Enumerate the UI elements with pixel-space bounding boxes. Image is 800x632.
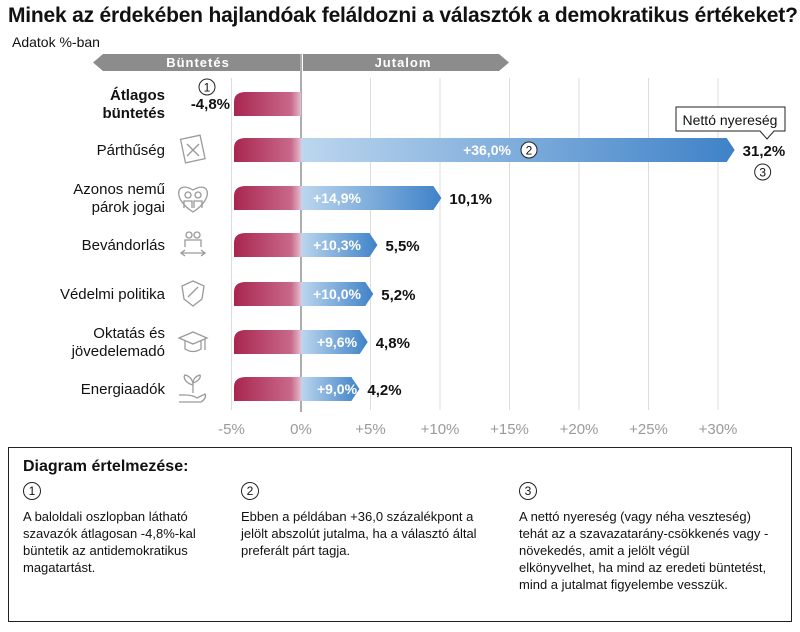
- marker-1-ring: [198, 78, 216, 96]
- category-label-1-line1: Azonos nemű: [73, 181, 165, 198]
- marker-3: 3: [754, 163, 772, 181]
- penalty-bar-3: [234, 282, 301, 306]
- category-label-1-line2: párok jogai: [92, 199, 165, 216]
- tick-label-7: +30%: [699, 421, 738, 438]
- marker-1: 1: [198, 78, 216, 96]
- ballot-icon: [179, 134, 206, 164]
- header-reward-shape: [303, 54, 509, 71]
- penalty-value-label: -4,8%: [191, 96, 230, 113]
- reward-bar-5: [301, 377, 360, 401]
- shield-icon: [181, 280, 205, 307]
- marker-3-number: 3: [759, 166, 766, 180]
- header-penalty-shape: [93, 54, 300, 71]
- tick-label-6: +25%: [629, 421, 668, 438]
- legend-box: Diagram értelmezése: 1 A baloldali oszlo…: [8, 447, 792, 622]
- penalty-bar-5: [234, 377, 301, 401]
- marker-2-number: 2: [526, 144, 533, 158]
- net-label-0: 31,2%: [743, 143, 786, 160]
- column-headers: Büntetés Jutalom: [93, 54, 509, 71]
- chart-title: Minek az érdekében hajlandóak feláldozni…: [8, 4, 798, 27]
- migration-icon: [179, 231, 207, 257]
- header-reward-label: Jutalom: [375, 55, 432, 70]
- bars: [234, 92, 735, 401]
- legend-text-3: A nettó nyereség (vagy néha veszteség) t…: [519, 509, 769, 592]
- legend-item-1: 1 A baloldali oszlopban látható szavazók…: [23, 482, 223, 576]
- tick-label-0: -5%: [218, 421, 245, 438]
- legend-title: Diagram értelmezése:: [23, 458, 189, 475]
- marker-2-ring: [520, 141, 538, 159]
- net-label-4: 4,8%: [376, 335, 410, 352]
- marker-1-number: 1: [204, 81, 211, 95]
- tick-label-2: +5%: [355, 421, 385, 438]
- category-label-4-line2: jövedelemadó: [71, 343, 165, 360]
- tick-label-4: +15%: [490, 421, 529, 438]
- penalty-bar-2: [234, 233, 301, 257]
- reward-label-2: +10,3%: [313, 237, 361, 253]
- net-label-3: 5,2%: [381, 287, 415, 304]
- legend-text-2: Ebben a példában +36,0 százalékpont a je…: [241, 509, 477, 558]
- category-label-3: Védelmi politika: [60, 286, 166, 303]
- legend-marker-1: 1: [23, 482, 41, 500]
- reward-label-5: +9,0%: [317, 381, 358, 397]
- couple-heart-icon: [178, 186, 208, 213]
- marker-2: 2: [520, 141, 538, 159]
- category-label-4-line1: Oktatás és: [93, 325, 165, 342]
- reward-label-1: +14,9%: [313, 190, 361, 206]
- reward-bar-3: [301, 282, 374, 306]
- legend-item-2: 2 Ebben a példában +36,0 százalékpont a …: [241, 482, 503, 559]
- penalty-label-line2: büntetés: [102, 105, 165, 122]
- reward-bar-0: [301, 138, 735, 162]
- callout-text: Nettó nyereség: [683, 112, 778, 128]
- reward-label-0: +36,0%: [463, 142, 511, 158]
- callout-box: [675, 106, 786, 140]
- net-label-5: 4,2%: [367, 382, 401, 399]
- chart-subtitle: Adatok %-ban: [12, 34, 100, 50]
- penalty-bar-4: [234, 330, 301, 354]
- graduation-cap-icon: [177, 331, 209, 353]
- reward-label-3: +10,0%: [313, 286, 361, 302]
- tick-label-5: +20%: [560, 421, 599, 438]
- net-label-2: 5,5%: [385, 238, 419, 255]
- legend-text-1: A baloldali oszlopban látható szavazók á…: [23, 509, 196, 575]
- tick-label-3: +10%: [421, 421, 460, 438]
- x-axis-ticks: -5% 0% +5% +10% +15% +20% +25% +30%: [218, 421, 737, 438]
- header-penalty-label: Büntetés: [166, 55, 230, 70]
- category-label-0: Párthűség: [97, 142, 165, 159]
- plant-hand-icon: [179, 374, 207, 403]
- category-label-2: Bevándorlás: [82, 237, 165, 254]
- tick-label-1: 0%: [290, 421, 312, 438]
- penalty-label-line1: Átlagos: [110, 87, 165, 104]
- penalty-bar-average: [234, 92, 301, 116]
- penalty-bar-0: [234, 138, 301, 162]
- net-label-1: 10,1%: [449, 191, 492, 208]
- category-label-5: Energiaadók: [81, 381, 166, 398]
- reward-label-4: +9,6%: [317, 334, 358, 350]
- category-icons: [177, 134, 209, 403]
- reward-bar-2: [301, 233, 378, 257]
- legend-marker-2: 2: [241, 482, 259, 500]
- marker-3-ring: [754, 163, 772, 181]
- legend-marker-3: 3: [519, 482, 537, 500]
- legend-item-3: 3 A nettó nyereség (vagy néha veszteség)…: [519, 482, 769, 593]
- penalty-bar-1: [234, 186, 301, 210]
- callout-net-gain: Nettó nyereség: [675, 106, 786, 140]
- reward-bar-4: [301, 330, 368, 354]
- reward-bar-1: [301, 186, 442, 210]
